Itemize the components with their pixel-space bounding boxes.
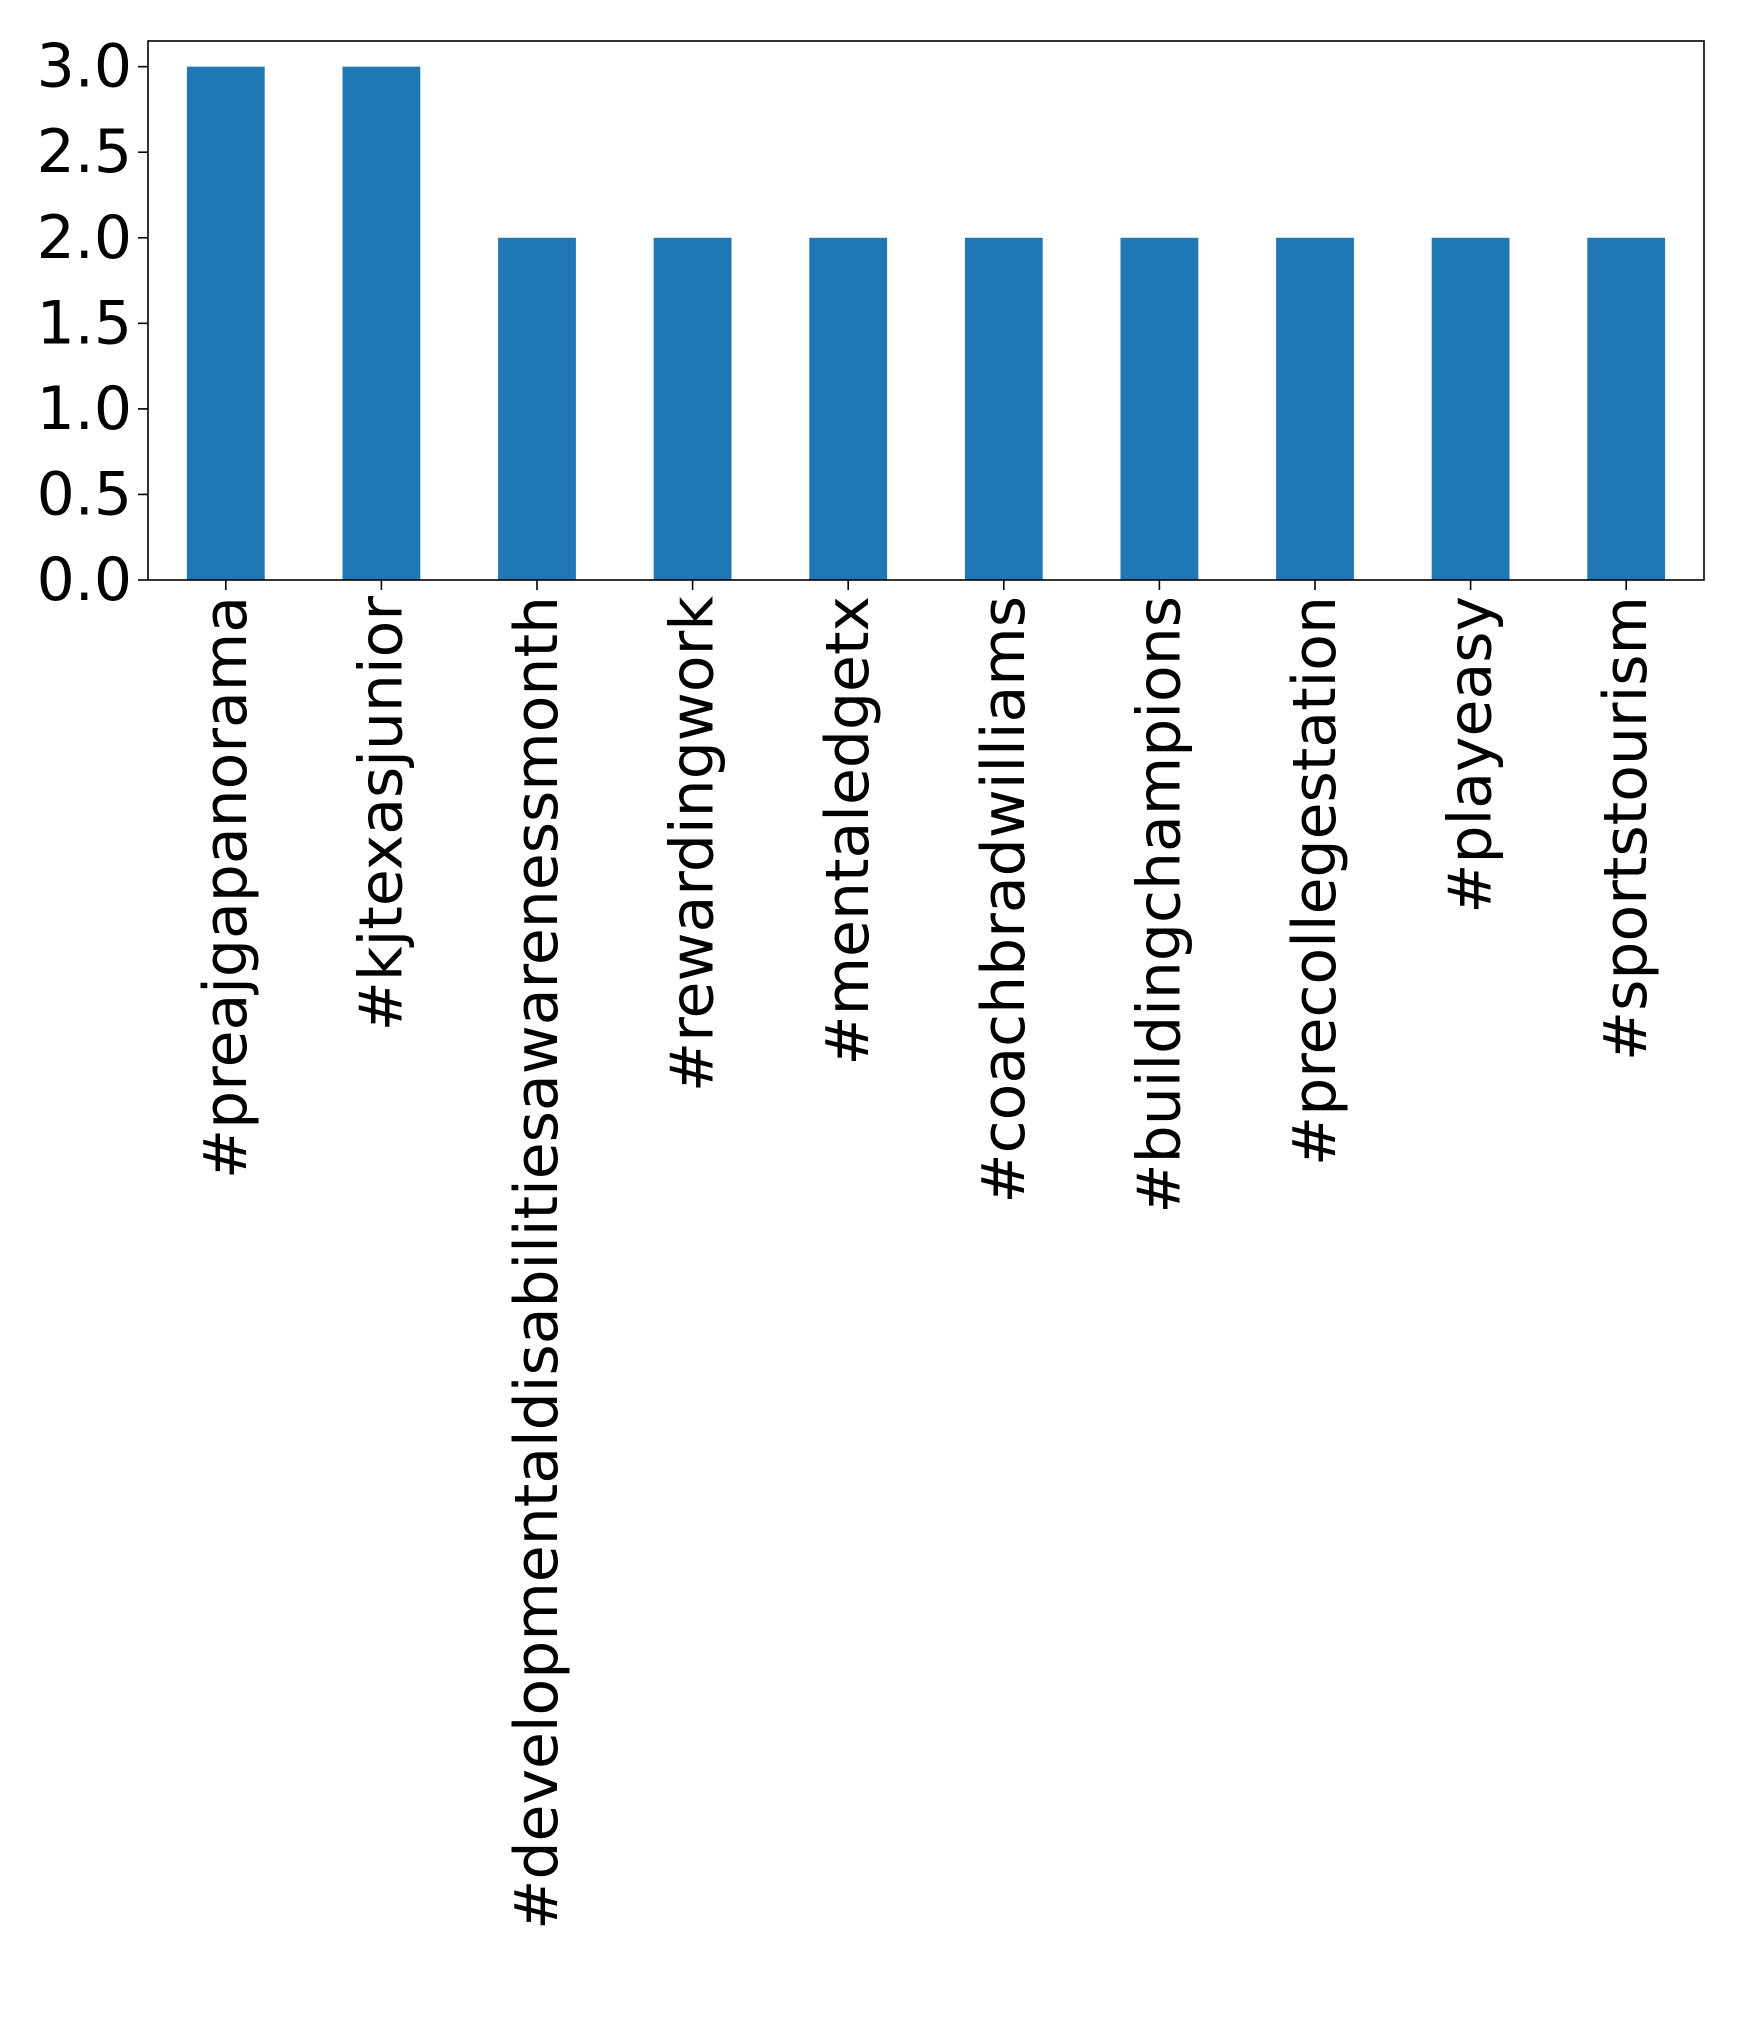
bars-layer: [186, 66, 1666, 580]
x-tick-label: #kjtexasjunior: [346, 596, 416, 1032]
x-tick-label: #preajgapanorama: [191, 596, 261, 1179]
x-axis: #preajgapanorama #kjtexasjunior #developme…: [191, 580, 1661, 1930]
x-tick-label: #developmentaldisabilitiesawarenessmonth: [502, 596, 572, 1930]
y-tick-label: 0.5: [37, 459, 132, 529]
bar-sportstourism: [1587, 237, 1666, 580]
plot-frame: [147, 40, 1705, 581]
x-tick-label: #sportstourism: [1591, 596, 1661, 1061]
bar-mentaledgetx: [809, 237, 888, 580]
x-tick-label: #precollegestation: [1280, 596, 1350, 1166]
bar-buildingchampions: [1120, 237, 1199, 580]
x-tick-label: #buildingchampions: [1124, 596, 1194, 1214]
bar-coachbradwilliams: [964, 237, 1043, 580]
y-tick-label: 0.0: [37, 545, 132, 615]
bar-rewardingwork: [653, 237, 732, 580]
y-axis: 0.0 0.5 1.0 1.5 2.0 2.5 3.0: [37, 32, 148, 615]
y-tick-label: 1.0: [37, 374, 132, 444]
y-tick-label: 3.0: [37, 32, 132, 102]
bar-developmentaldisabilitiesawarenessmonth: [498, 237, 576, 580]
x-tick-label: #mentaledgetx: [813, 596, 883, 1066]
x-tick-label: #coachbradwilliams: [969, 596, 1039, 1204]
bar-kjtexasjunior: [342, 66, 421, 580]
x-tick-label: #rewardingwork: [658, 596, 728, 1092]
bar-preajgapanorama: [186, 66, 265, 580]
x-tick-label: #playeasy: [1436, 596, 1506, 914]
y-tick-label: 2.0: [37, 203, 132, 273]
y-tick-label: 2.5: [37, 117, 132, 187]
bar-precollegestation: [1276, 237, 1354, 580]
y-tick-label: 1.5: [37, 288, 132, 358]
bar-playeasy: [1431, 237, 1510, 580]
